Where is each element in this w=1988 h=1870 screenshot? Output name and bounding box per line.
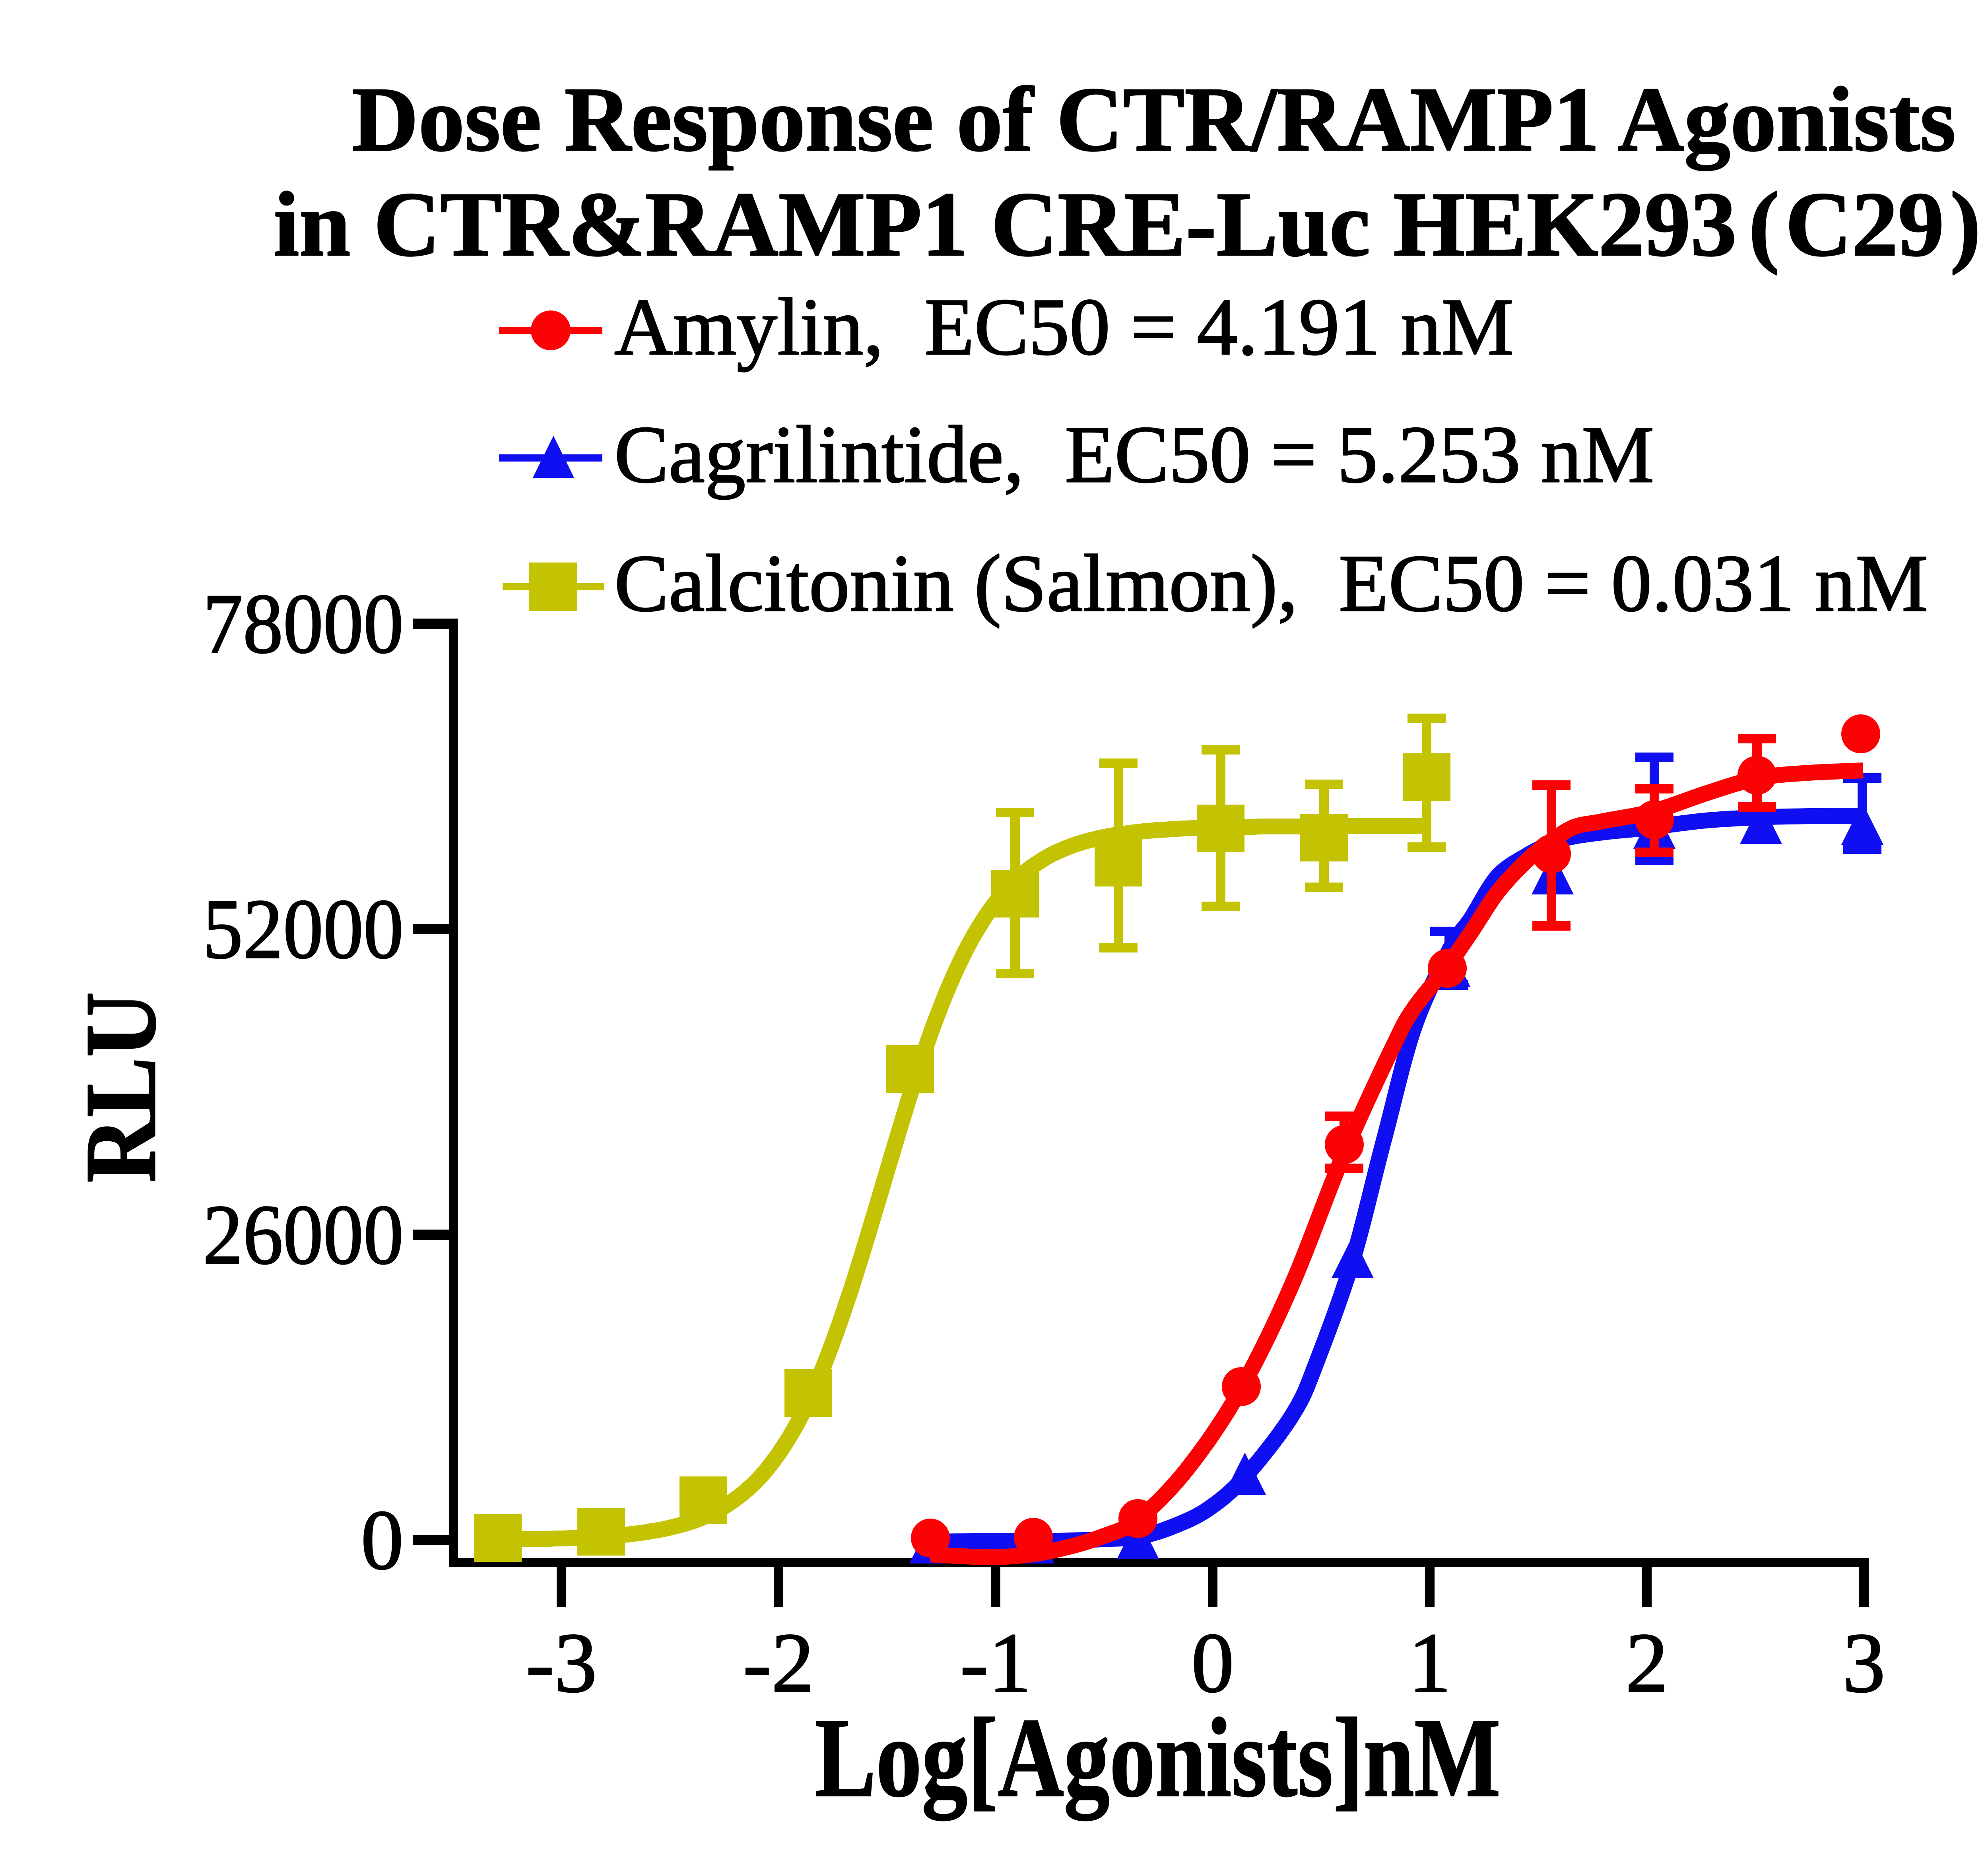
- svg-text:Calcitonin (Salmon), EC50 = 0: Calcitonin (Salmon), EC50 = 0.031 nM: [614, 538, 1928, 629]
- svg-text:0: 0: [361, 1492, 404, 1587]
- svg-text:-2: -2: [743, 1615, 814, 1710]
- svg-text:78000: 78000: [203, 576, 404, 671]
- svg-text:-1: -1: [960, 1615, 1031, 1710]
- svg-text:1: 1: [1408, 1615, 1451, 1710]
- svg-text:Log[Agonists]nM: Log[Agonists]nM: [815, 1695, 1501, 1822]
- svg-text:in CTR&RAMP1 CRE-Luc HEK293(C2: in CTR&RAMP1 CRE-Luc HEK293 (C29): [274, 173, 1981, 275]
- svg-text:-3: -3: [526, 1615, 597, 1710]
- svg-text:RLU: RLU: [65, 992, 177, 1183]
- svg-text:Cagrilintide, EC50 = 5.253 nM: Cagrilintide, EC50 = 5.253 nM: [614, 409, 1654, 500]
- svg-text:2: 2: [1625, 1615, 1668, 1710]
- svg-text:0: 0: [1191, 1615, 1234, 1710]
- svg-text:Amylin, EC50 = 4.191 nM: Amylin, EC50 = 4.191 nM: [614, 282, 1514, 372]
- svg-text:26000: 26000: [203, 1187, 404, 1282]
- svg-text:3: 3: [1842, 1615, 1885, 1710]
- svg-text:Dose Response of CTR/RAMP1 Ago: Dose Response of CTR/RAMP1 Agonists: [352, 68, 1956, 171]
- svg-text:52000: 52000: [203, 881, 404, 976]
